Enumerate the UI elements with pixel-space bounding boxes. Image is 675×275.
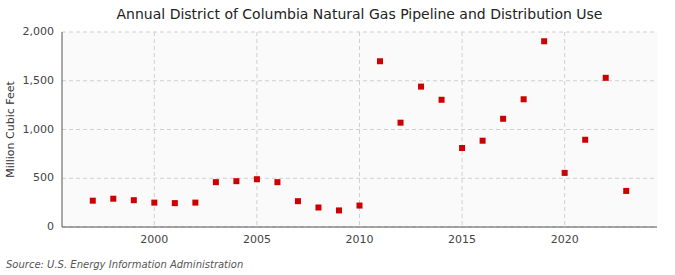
data-point: [459, 145, 465, 151]
chart-title: Annual District of Columbia Natural Gas …: [117, 6, 603, 22]
x-grid-line: [564, 32, 565, 227]
x-tick-label: 2015: [448, 233, 476, 246]
data-point: [110, 196, 116, 202]
data-point: [377, 58, 383, 64]
data-point: [603, 75, 609, 81]
data-point: [439, 97, 445, 103]
x-tick-label: 2020: [551, 233, 579, 246]
x-grid-line: [256, 32, 257, 227]
y-tick-label: 1,000: [23, 123, 55, 136]
axes: 0 500 1,000 1,500 2,000 2000 2005 2010 2015 2020: [23, 25, 658, 246]
data-point: [172, 200, 178, 206]
y-tick-label: 2,000: [23, 25, 55, 38]
data-point: [131, 197, 137, 203]
points: [90, 38, 629, 213]
plot-background: [62, 32, 657, 227]
data-point: [398, 120, 404, 126]
data-point: [480, 138, 486, 144]
x-grid-line: [359, 32, 360, 227]
y-grid-line: [62, 227, 657, 228]
data-point: [418, 84, 424, 90]
x-tick-label: 2005: [243, 233, 271, 246]
y-tick-label: 500: [33, 171, 54, 184]
source-note: Source: U.S. Energy Information Administ…: [6, 259, 243, 270]
data-point: [582, 137, 588, 143]
x-grid-line: [462, 32, 463, 227]
data-point: [274, 179, 280, 185]
data-point: [623, 188, 629, 194]
y-grid-line: [62, 129, 657, 130]
data-point: [541, 38, 547, 44]
data-point: [254, 176, 260, 182]
data-point: [213, 179, 219, 185]
data-point: [357, 203, 363, 209]
data-point: [233, 178, 239, 184]
x-tick-label: 2000: [140, 233, 168, 246]
y-axis-label: Million Cubic Feet: [4, 80, 17, 177]
data-point: [500, 116, 506, 122]
x-tick-label: 2010: [346, 233, 374, 246]
grid: [62, 32, 657, 227]
y-tick-label: 1,500: [23, 74, 55, 87]
x-grid-line: [154, 32, 155, 227]
chart-container: 0 500 1,000 1,500 2,000 2000 2005 2010 2015 2020 A…: [0, 0, 675, 275]
data-point: [315, 205, 321, 211]
data-point: [521, 96, 527, 102]
y-axis-line: [62, 32, 63, 227]
y-tick-label: 0: [47, 220, 54, 233]
data-point: [151, 200, 157, 206]
chart-svg: 0 500 1,000 1,500 2,000 2000 2005 2010 2015 2020 A…: [0, 0, 675, 275]
data-point: [90, 198, 96, 204]
y-grid-line: [62, 178, 657, 179]
data-point: [192, 200, 198, 206]
data-point: [562, 170, 568, 176]
data-point: [336, 207, 342, 213]
data-point: [295, 198, 301, 204]
x-axis-line: [62, 227, 657, 228]
